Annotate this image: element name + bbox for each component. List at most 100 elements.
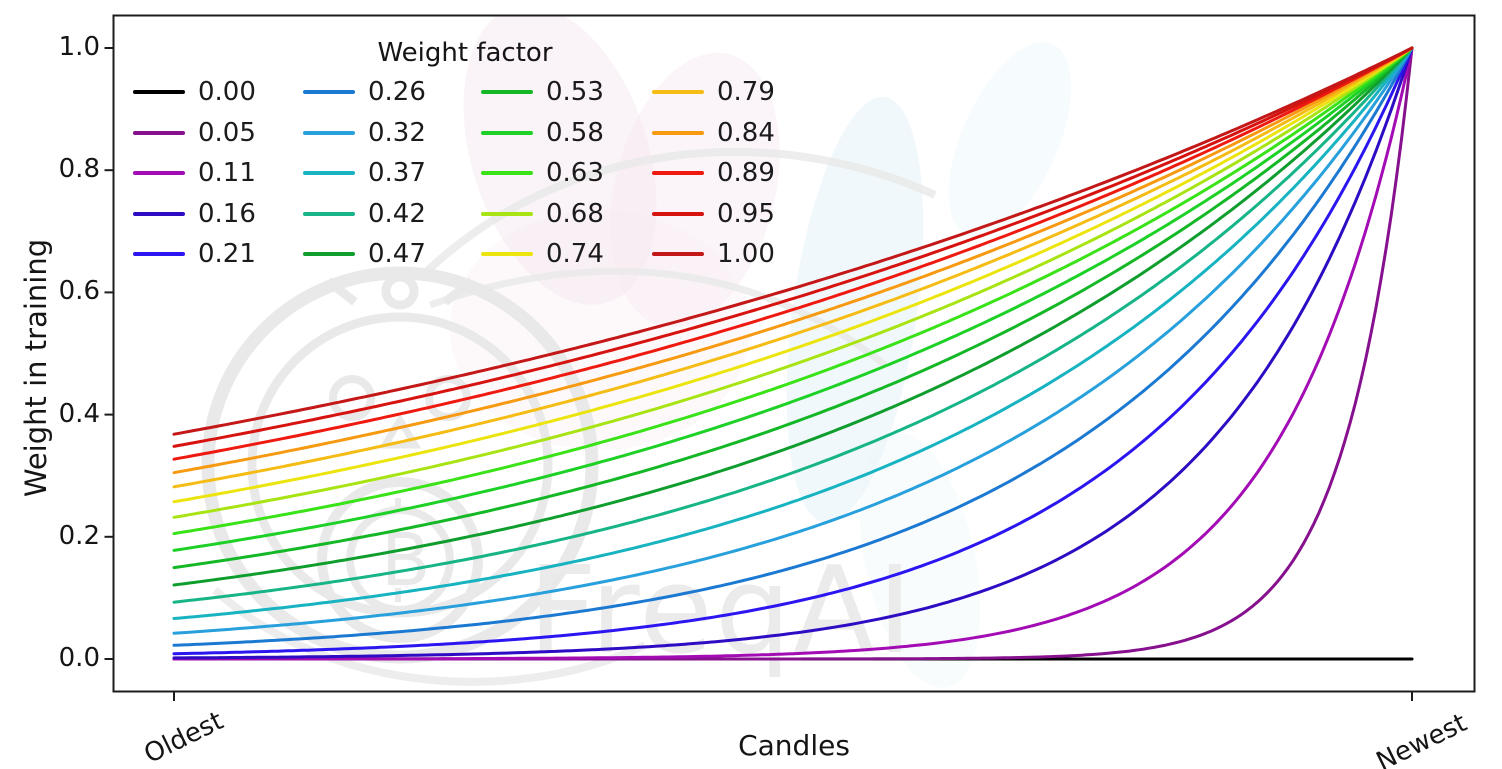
y-tick-label: 0.6 [58, 276, 100, 307]
legend-line-swatch [303, 90, 355, 94]
curve-weight-factor-0.32 [172, 46, 1414, 635]
legend-label: 0.58 [546, 117, 604, 148]
legend-line-swatch [133, 252, 185, 256]
curve-weight-factor-0.89 [172, 46, 1414, 461]
curve-weight-factor-0.42 [172, 46, 1414, 604]
legend-item-0.42: 0.42 [303, 199, 426, 229]
watermark-cyan-leaf [786, 96, 924, 524]
legend-line-swatch [303, 211, 355, 216]
curve-weight-factor-0.63 [172, 46, 1414, 536]
legend-item-0.26: 0.26 [303, 77, 426, 107]
legend-item-0.11: 0.11 [133, 158, 256, 188]
legend-line-swatch [133, 171, 185, 175]
legend-label: 0.42 [368, 198, 426, 229]
logo-stopwatch-knob [381, 272, 419, 310]
legend-item-0.74: 0.74 [481, 239, 604, 269]
curve-weight-factor-0.47 [172, 46, 1414, 587]
legend-line-swatch [652, 252, 704, 256]
legend-label: 0.74 [546, 239, 604, 269]
legend-item-0.84: 0.84 [652, 118, 775, 148]
legend-item-0.89: 0.89 [652, 158, 775, 188]
legend-item-0.47: 0.47 [303, 239, 426, 269]
legend-item-0.37: 0.37 [303, 158, 426, 188]
legend-label: 0.84 [717, 117, 775, 148]
curve-weight-factor-0.95 [172, 46, 1414, 448]
legend-item-0.32: 0.32 [303, 118, 426, 148]
legend-label: 0.32 [368, 117, 426, 148]
curve-weight-factor-0.74 [172, 46, 1414, 504]
plot-border [112, 14, 1476, 693]
legend-line-swatch [303, 252, 355, 256]
curve-weight-factor-1.00 [172, 46, 1414, 436]
curve-weight-factor-0.58 [172, 46, 1414, 552]
watermark-cyan-leaf-low [859, 432, 981, 688]
curve-weight-factor-0.11 [172, 46, 1414, 661]
legend-label: 0.89 [717, 158, 775, 188]
legend-line-swatch [133, 90, 185, 94]
legend-label: 1.00 [717, 239, 775, 269]
legend-item-0.68: 0.68 [481, 199, 604, 229]
legend-label: 0.21 [198, 239, 256, 269]
logo-stopwatch-ear-left [325, 277, 358, 306]
curve-weight-factor-0.26 [172, 46, 1414, 647]
logo-beak [378, 413, 422, 449]
y-tick-label: 0.8 [58, 154, 100, 185]
x-axis-label: Candles [738, 729, 850, 762]
watermark-pink-petal-left [463, 15, 657, 305]
y-tick-label: 0.2 [58, 520, 100, 551]
legend-item-0.95: 0.95 [652, 199, 775, 229]
logo-eye-right [425, 375, 471, 421]
legend-label: 0.05 [198, 117, 256, 148]
y-tick-label: 0.4 [58, 398, 100, 429]
legend-line-swatch [481, 211, 533, 216]
legend-item-0.53: 0.53 [481, 77, 604, 107]
curve-weight-factor-0.53 [172, 46, 1414, 570]
legend-item-0.63: 0.63 [481, 158, 604, 188]
legend-line-swatch [481, 130, 533, 135]
logo-swoosh-top [417, 148, 937, 281]
legend-line-swatch [652, 130, 704, 135]
legend-item-0.16: 0.16 [133, 199, 256, 229]
legend-line-swatch [133, 211, 185, 216]
legend-item-0.21: 0.21 [133, 239, 256, 269]
legend-line-swatch [652, 90, 704, 94]
watermark-cyan-leaf-small [948, 42, 1072, 238]
legend-item-0.79: 0.79 [652, 77, 775, 107]
curve-weight-factor-0.37 [172, 46, 1414, 620]
curve-weight-factor-0.84 [172, 46, 1414, 475]
legend-label: 0.79 [717, 77, 775, 107]
legend-line-swatch [481, 171, 533, 175]
tick-marks [104, 47, 1413, 701]
legend-line-swatch [303, 130, 355, 135]
legend-label: 0.68 [546, 198, 604, 229]
legend-label: 0.16 [198, 198, 256, 229]
legend-item-0.58: 0.58 [481, 118, 604, 148]
legend-line-swatch [652, 171, 704, 175]
legend-label: 0.63 [546, 158, 604, 188]
legend-line-swatch [481, 90, 533, 94]
legend-label: 0.37 [368, 158, 426, 188]
legend-label: 0.11 [198, 158, 256, 188]
watermark-pink-petal-right [610, 52, 780, 328]
logo-eye-left [329, 375, 375, 421]
legend-title: Weight factor [377, 38, 553, 68]
legend-label: 0.47 [368, 239, 426, 269]
curve-group [172, 46, 1414, 661]
legend-label: 0.00 [198, 77, 256, 107]
y-tick-label: 0.0 [58, 643, 100, 673]
legend-label: 0.26 [368, 77, 426, 107]
legend-line-swatch [303, 171, 355, 175]
y-tick-label: 1.0 [58, 32, 100, 62]
curve-weight-factor-0.68 [172, 46, 1414, 519]
legend-item-1.00: 1.00 [652, 239, 775, 269]
legend-line-swatch [652, 211, 704, 216]
legend-label: 0.53 [546, 77, 604, 107]
legend-line-swatch [481, 252, 533, 256]
logo-coin-ring-outer [317, 477, 483, 643]
logo-swoosh-bottom [212, 587, 647, 686]
curve-weight-factor-0.16 [172, 46, 1414, 660]
curve-weight-factor-0.79 [172, 46, 1414, 489]
logo-swoosh-mid [428, 267, 888, 368]
